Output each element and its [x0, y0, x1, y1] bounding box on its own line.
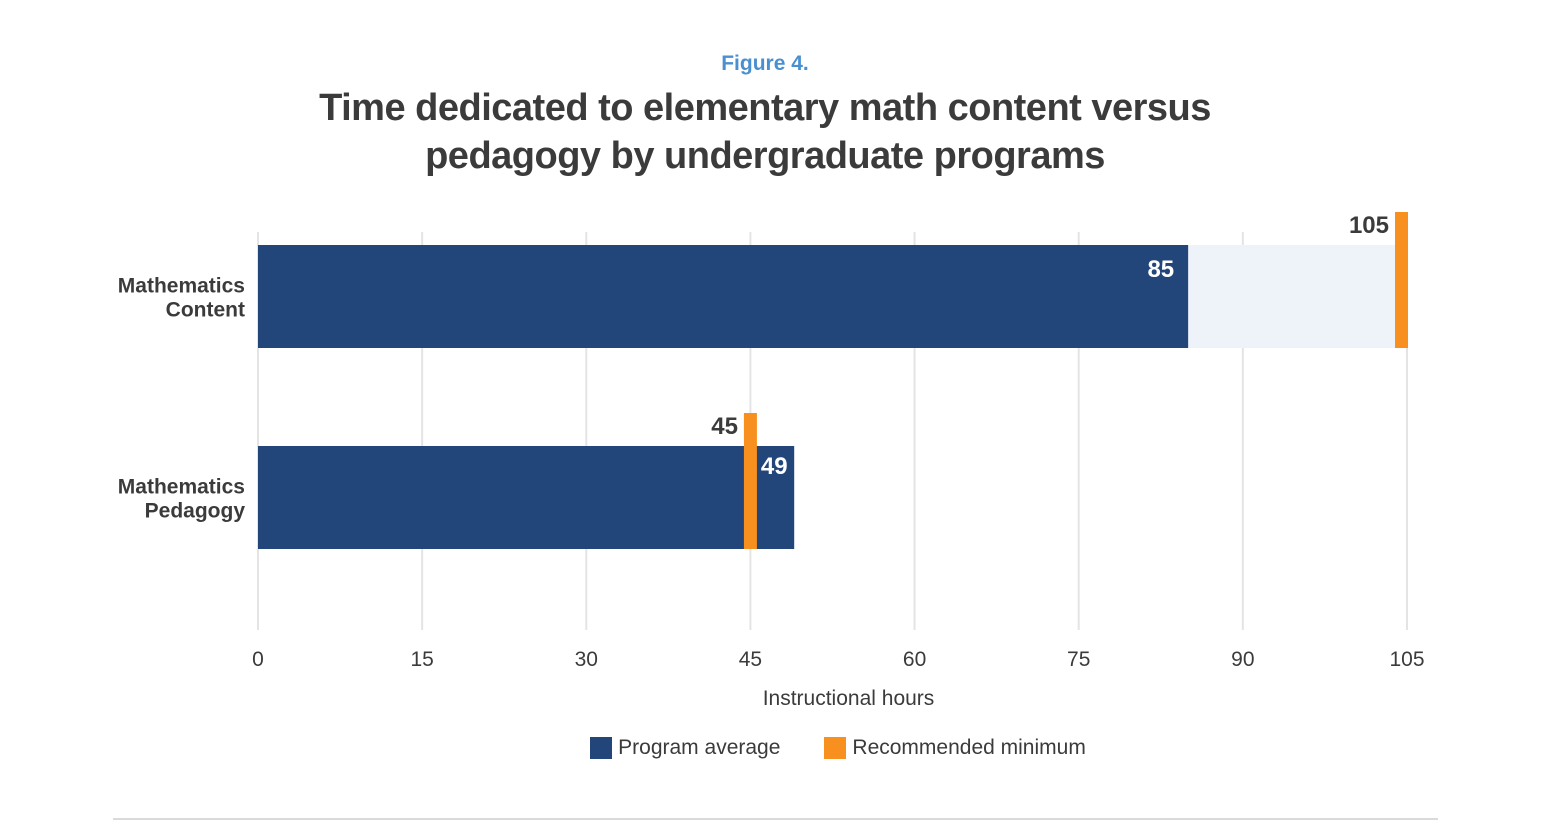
- legend-swatch-program-average: [590, 737, 613, 759]
- x-tick-label-45: 45: [739, 648, 762, 671]
- legend-item-program-average: Program average: [590, 736, 780, 760]
- legend-swatch-recommended-minimum: [824, 737, 847, 759]
- data-label-recommended-minimum-mathematics-pedagogy: 45: [711, 413, 738, 440]
- x-tick-label-90: 90: [1231, 648, 1254, 671]
- legend-item-recommended-minimum: Recommended minimum: [824, 736, 1086, 760]
- bar-program-average-mathematics-pedagogy: [258, 446, 795, 549]
- gap-fill-mathematics-content: [1188, 245, 1407, 348]
- bar-program-average-mathematics-content: [258, 245, 1189, 348]
- category-label-mathematics-content-line-1: Mathematics: [118, 275, 245, 298]
- legend-label-recommended-minimum: Recommended minimum: [852, 736, 1086, 759]
- bottom-divider: [113, 818, 1438, 820]
- x-tick-label-75: 75: [1067, 648, 1090, 671]
- data-label-program-average-mathematics-content: 85: [1147, 256, 1174, 283]
- x-axis-label: Instructional hours: [763, 687, 935, 710]
- marker-recommended-minimum-mathematics-content: [1395, 212, 1408, 348]
- x-tick-label-30: 30: [575, 648, 598, 671]
- x-tick-label-0: 0: [252, 648, 264, 671]
- chart-title: Time dedicated to elementary math conten…: [0, 84, 1530, 180]
- data-label-recommended-minimum-mathematics-content: 105: [1349, 212, 1389, 239]
- category-label-mathematics-pedagogy-line-2: Pedagogy: [145, 500, 246, 523]
- data-label-program-average-mathematics-pedagogy: 49: [761, 453, 788, 480]
- chart-title-line-2: pedagogy by undergraduate programs: [425, 135, 1105, 177]
- category-label-mathematics-pedagogy-line-1: Mathematics: [118, 476, 245, 499]
- marker-recommended-minimum-mathematics-pedagogy: [743, 413, 757, 549]
- legend-label-program-average: Program average: [618, 736, 781, 759]
- category-label-mathematics-content-line-2: Content: [166, 299, 245, 322]
- figure-label: Figure 4.: [721, 52, 809, 75]
- x-tick-label-60: 60: [903, 648, 926, 671]
- chart-title-line-1: Time dedicated to elementary math conten…: [319, 87, 1211, 129]
- x-tick-label-105: 105: [1389, 648, 1424, 671]
- x-tick-label-15: 15: [410, 648, 433, 671]
- legend: Program average Recommended minimum: [0, 736, 1560, 760]
